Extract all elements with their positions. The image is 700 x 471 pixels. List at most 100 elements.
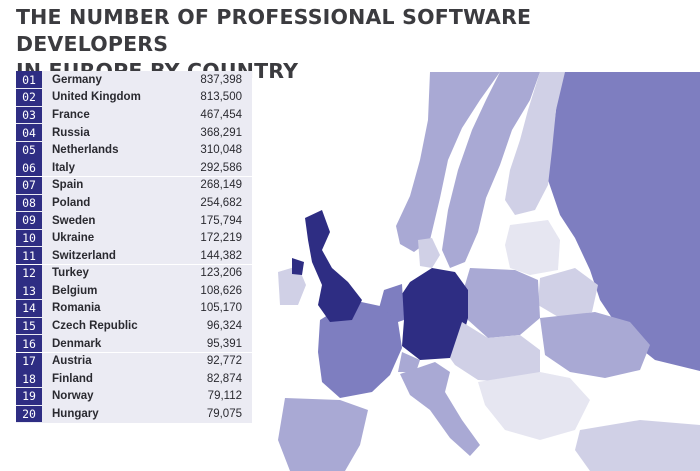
rank-badge: 17: [16, 352, 42, 370]
developer-count: 467,454: [200, 108, 242, 121]
table-row: 06 Italy 292,586: [16, 158, 252, 177]
map-region-ireland: [278, 266, 306, 305]
table-row: 02 United Kingdom 813,500: [16, 88, 252, 107]
table-row: 10 Ukraine 172,219: [16, 229, 252, 247]
developer-count: 292,586: [200, 161, 242, 174]
developer-count: 92,772: [206, 355, 242, 368]
country-name: Romania: [52, 302, 101, 315]
country-name: Czech Republic: [52, 320, 138, 333]
country-name: Spain: [52, 179, 84, 192]
map-region-norway: [396, 72, 500, 252]
rank-badge: 20: [16, 405, 42, 423]
map-region-turkey: [575, 420, 700, 471]
rank-badge: 18: [16, 370, 42, 388]
table-row: 16 Denmark 95,391: [16, 334, 252, 353]
rank-badge: 05: [16, 141, 42, 159]
developer-count: 254,682: [200, 196, 242, 209]
developer-count: 310,048: [200, 144, 242, 157]
country-name: Russia: [52, 126, 90, 139]
country-name: United Kingdom: [52, 91, 141, 104]
rank-badge: 19: [16, 388, 42, 405]
country-name: Germany: [52, 73, 102, 86]
rank-badge: 10: [16, 229, 42, 247]
rank-badge: 14: [16, 300, 42, 317]
country-name: Ukraine: [52, 232, 95, 245]
country-name: Denmark: [52, 337, 102, 350]
map-region-northern-ireland: [292, 258, 304, 275]
country-name: Belgium: [52, 284, 98, 297]
table-row: 12 Turkey 123,206: [16, 264, 252, 283]
table-row: 20 Hungary 79,075: [16, 405, 252, 423]
developer-count: 123,206: [200, 267, 242, 280]
title-line-1: THE NUMBER OF PROFESSIONAL SOFTWARE DEVE…: [16, 5, 532, 56]
table-row: 08 Poland 254,682: [16, 194, 252, 212]
country-name: Norway: [52, 390, 94, 403]
map-region-united-kingdom: [305, 210, 362, 322]
country-name: France: [52, 108, 90, 121]
developer-count: 144,382: [200, 249, 242, 262]
developer-count: 172,219: [200, 232, 242, 245]
table-row: 19 Norway 79,112: [16, 387, 252, 406]
developer-count: 82,874: [206, 372, 242, 385]
table-row: 13 Belgium 108,626: [16, 282, 252, 300]
map-region-balkans: [478, 372, 590, 440]
rank-badge: 01: [16, 71, 42, 89]
map-region-iberia: [278, 398, 368, 471]
table-row: 01 Germany 837,398: [16, 71, 252, 89]
table-row: 03 France 467,454: [16, 106, 252, 124]
rank-badge: 06: [16, 159, 42, 177]
table-row: 11 Switzerland 144,382: [16, 246, 252, 265]
rank-badge: 07: [16, 176, 42, 194]
developer-count: 368,291: [200, 126, 242, 139]
table-row: 04 Russia 368,291: [16, 123, 252, 142]
country-name: Italy: [52, 161, 76, 174]
table-row: 17 Austria 92,772: [16, 352, 252, 370]
table-row: 05 Netherlands 310,048: [16, 141, 252, 159]
map-region-switzerland: [398, 352, 420, 372]
developer-count: 175,794: [200, 214, 242, 227]
developer-count: 108,626: [200, 284, 242, 297]
developer-count: 105,170: [200, 302, 242, 315]
developer-count: 79,112: [207, 390, 242, 403]
map-region-sweden: [442, 72, 540, 268]
map-region-finland: [505, 72, 565, 215]
table-row: 18 Finland 82,874: [16, 370, 252, 388]
rank-badge: 16: [16, 335, 42, 353]
rank-badge: 02: [16, 88, 42, 106]
map-region-denmark: [418, 238, 440, 268]
ranking-table: 01 Germany 837,398 02 United Kingdom 813,500…: [16, 71, 252, 423]
country-name: Finland: [52, 372, 93, 385]
map-region-central-europe: [450, 322, 540, 382]
rank-badge: 03: [16, 106, 42, 124]
rank-badge: 09: [16, 212, 42, 229]
country-name: Netherlands: [52, 144, 119, 157]
rank-badge: 04: [16, 124, 42, 141]
developer-count: 79,075: [206, 408, 242, 421]
rank-badge: 15: [16, 317, 42, 335]
map-region-russia: [548, 72, 700, 371]
table-row: 09 Sweden 175,794: [16, 211, 252, 230]
map-region-belarus: [538, 268, 598, 318]
table-row: 07 Spain 268,149: [16, 176, 252, 195]
developer-count: 837,398: [200, 73, 242, 86]
rank-badge: 12: [16, 264, 42, 282]
developer-count: 268,149: [200, 179, 242, 192]
table-row: 15 Czech Republic 96,324: [16, 317, 252, 335]
map-region-baltics: [505, 220, 560, 275]
developer-count: 813,500: [200, 91, 242, 104]
country-name: Poland: [52, 196, 91, 209]
country-name: Switzerland: [52, 249, 116, 262]
country-name: Turkey: [52, 267, 89, 280]
map-region-poland: [462, 268, 540, 338]
country-name: Austria: [52, 355, 92, 368]
country-name: Sweden: [52, 214, 96, 227]
map-region-france: [318, 300, 402, 398]
rank-badge: 11: [16, 247, 42, 265]
rank-badge: 08: [16, 194, 42, 212]
country-name: Hungary: [52, 408, 99, 421]
developer-count: 95,391: [206, 337, 242, 350]
map-region-ukraine: [540, 312, 650, 378]
map-region-germany: [398, 268, 468, 360]
map-region-italy: [400, 362, 480, 456]
table-row: 14 Romania 105,170: [16, 299, 252, 318]
